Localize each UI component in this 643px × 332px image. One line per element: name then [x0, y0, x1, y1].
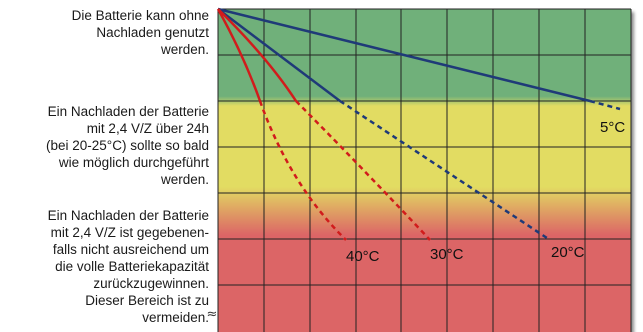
curve-30c-dashed	[295, 100, 431, 241]
label-5c: 5°C	[600, 119, 625, 136]
axis-break-symbol: ≈	[207, 307, 218, 322]
label-30c: 30°C	[430, 246, 464, 263]
curve-20c-dashed	[339, 99, 551, 242]
curve-20c-solid	[217, 8, 341, 102]
curve-5c-solid	[217, 7, 591, 103]
red-zone-description: Ein Nachladen der Batterie mit 2,4 V/Z i…	[47, 208, 209, 325]
label-20c: 20°C	[551, 244, 585, 261]
yellow-zone-description: Ein Nachladen der Batterie mit 2,4 V/Z ü…	[46, 104, 209, 187]
diagram-background	[218, 9, 631, 332]
label-40c: 40°C	[346, 248, 380, 265]
curve-40c-solid	[216, 8, 262, 102]
grid-lines	[217, 8, 632, 332]
curve-30c-solid	[217, 8, 298, 102]
green-zone-description: Die Batterie kann ohne Nachladen genutzt…	[71, 8, 209, 57]
curve-40c-dashed	[258, 100, 347, 241]
